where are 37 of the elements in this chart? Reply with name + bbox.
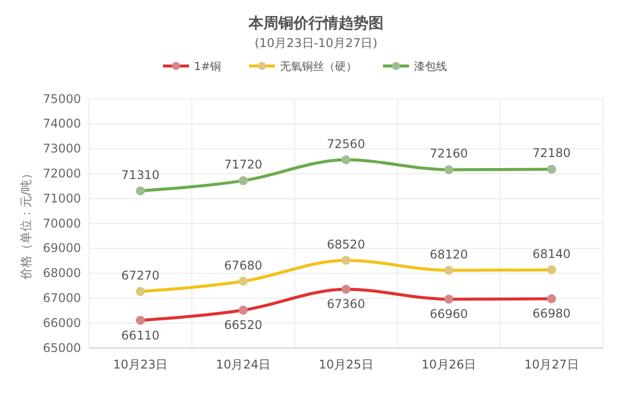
data-label: 67680 [224,258,262,272]
chart-subtitle: (10月23日-10月27日) [254,36,378,50]
data-label: 66980 [532,306,571,321]
data-label: 71720 [224,158,262,172]
y-tick-label: 65000 [42,340,81,355]
y-tick-label: 75000 [42,92,81,106]
y-tick-label: 73000 [42,142,81,156]
legend-label: 漆包线 [414,60,447,73]
data-label: 67270 [121,268,160,282]
data-label: 66110 [121,328,160,342]
x-tick-label: 10月26日 [422,358,476,372]
data-label: 66960 [430,307,468,322]
data-label: 67360 [326,297,366,312]
y-tick-label: 72000 [42,166,81,181]
y-tick-label: 74000 [42,116,81,131]
y-tick-label: 67000 [42,291,81,306]
y-tick-label: 68000 [42,266,81,280]
x-tick-label: 10月25日 [318,358,374,372]
data-label: 66520 [224,318,262,332]
data-label: 68140 [532,246,571,261]
x-tick-label: 10月23日 [113,358,168,372]
data-label: 72560 [326,136,366,151]
y-tick-label: 66000 [42,316,81,330]
y-axis-title: 价格（单位：元/吨） [19,167,33,281]
data-label: 72160 [430,146,468,161]
y-tick-label: 70000 [42,216,81,230]
y-tick-label: 71000 [42,191,81,206]
legend-label: 1#铜 [194,60,222,73]
x-tick-label: 10月27日 [524,358,579,372]
chart-title: 本周铜价行情趋势图 [248,14,384,32]
data-label: 68520 [326,237,366,252]
legend-label: 无氧铜丝（硬） [280,60,357,73]
data-label: 68120 [430,247,468,262]
x-tick-label: 10月24日 [216,358,270,372]
data-label: 71310 [121,168,160,182]
y-tick-label: 69000 [42,241,81,256]
data-label: 72180 [532,146,571,160]
